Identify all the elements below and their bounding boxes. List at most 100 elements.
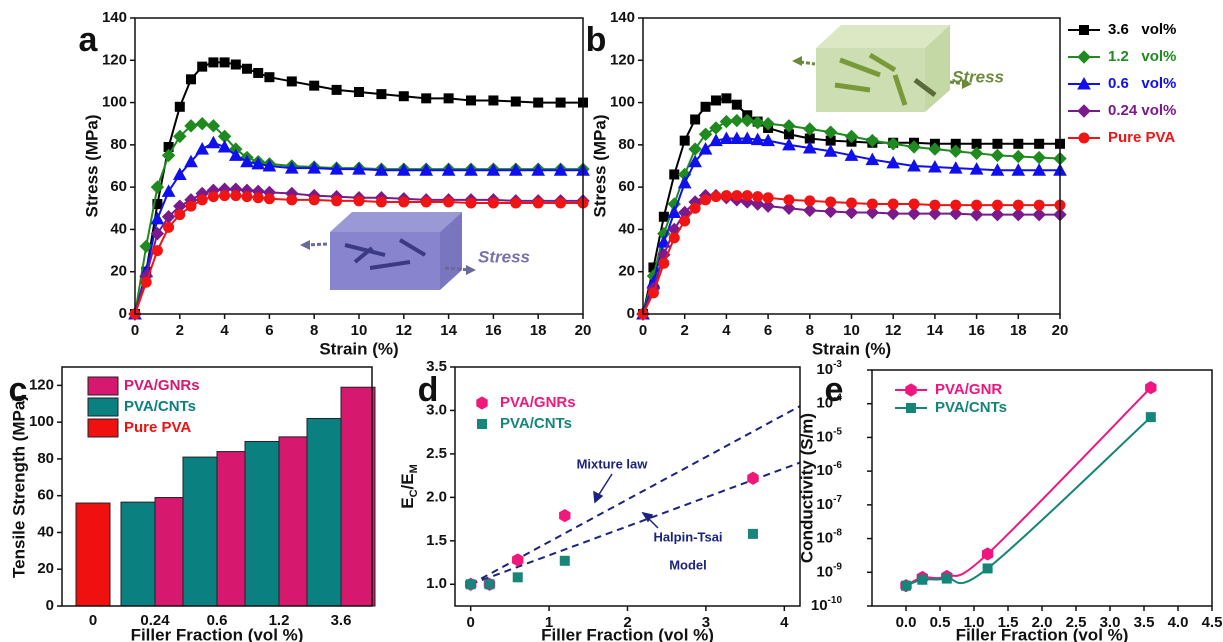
fit-line	[470, 405, 801, 586]
marker	[949, 206, 963, 221]
marker	[186, 74, 196, 85]
legend-label: 3.6 vol%	[1108, 21, 1176, 38]
marker	[907, 140, 921, 154]
marker	[719, 131, 734, 145]
x-tick-label: 2	[681, 322, 689, 339]
marker	[195, 117, 209, 131]
marker	[151, 245, 163, 257]
marker	[352, 162, 366, 175]
x-axis-title: Filler Fraction (vol %)	[131, 625, 304, 642]
marker	[941, 573, 952, 584]
marker	[308, 194, 320, 206]
marker	[195, 142, 210, 155]
marker	[219, 190, 231, 202]
x-tick-label: 16	[485, 322, 502, 339]
x-tick-label: 2.5	[1066, 614, 1087, 631]
marker	[698, 127, 713, 141]
marker	[253, 67, 264, 78]
x-tick-label: 16	[968, 322, 985, 339]
marker	[700, 194, 712, 206]
marker	[689, 202, 701, 214]
y-tick-label: 10-5	[816, 426, 842, 445]
y-tick-base: 10	[816, 462, 833, 479]
y-tick-base: 10	[816, 563, 833, 580]
marker	[729, 131, 744, 145]
panel-label: c	[9, 371, 28, 409]
x-tick-label: 4	[780, 614, 789, 631]
inset-label: Stress	[478, 247, 530, 266]
marker	[184, 119, 198, 133]
y-tick-base: 10	[816, 361, 833, 378]
y-axis-title: Conductivity (S/m)	[797, 413, 816, 563]
y-tick-label: 10-6	[816, 460, 842, 479]
y-tick-label: 120	[610, 51, 635, 68]
marker	[533, 97, 544, 108]
marker	[329, 162, 344, 175]
marker	[761, 133, 775, 147]
marker	[241, 191, 253, 203]
y-tick-label: 100	[102, 94, 127, 111]
plot-frame	[642, 17, 1061, 315]
marker	[992, 138, 1003, 149]
marker	[512, 553, 524, 567]
marker	[782, 119, 796, 133]
marker	[140, 276, 152, 288]
marker	[309, 80, 320, 91]
marker	[948, 161, 963, 174]
legend-label: 0.6 vol%	[1108, 75, 1176, 92]
x-tick-label: 0	[89, 612, 97, 629]
marker	[803, 122, 817, 136]
x-tick-label: 14	[927, 322, 944, 339]
marker	[286, 194, 298, 206]
y-axis-title: Stress (MPa)	[82, 115, 101, 218]
marker	[208, 57, 219, 68]
y-tick-label: 10-10	[811, 595, 843, 614]
bar	[340, 386, 376, 607]
bar	[306, 417, 342, 607]
marker	[1011, 149, 1026, 164]
marker	[230, 190, 242, 202]
marker	[262, 158, 277, 172]
marker	[1077, 76, 1091, 90]
x-axis-title: Filler Fraction (vol %)	[956, 625, 1129, 642]
x-tick-label: 6	[764, 322, 772, 339]
y-tick-base: 10	[811, 597, 828, 614]
marker	[969, 207, 984, 222]
y-tick-label: 0	[119, 305, 127, 322]
marker	[667, 205, 682, 219]
y-tick-label: 2.5	[426, 445, 447, 462]
marker	[866, 198, 878, 210]
marker	[928, 206, 942, 221]
marker	[1079, 25, 1089, 35]
x-tick-label: 18	[530, 322, 547, 339]
x-tick-label: 10	[351, 322, 368, 339]
y-tick-exponent: -3	[833, 359, 842, 370]
marker	[150, 226, 165, 241]
marker	[559, 555, 570, 566]
y-tick-label: 60	[37, 487, 54, 504]
marker	[531, 163, 546, 176]
marker	[487, 197, 499, 209]
y-tick-label: 100	[29, 413, 54, 430]
marker	[731, 190, 743, 202]
legend-label: 0.24 vol%	[1108, 102, 1176, 119]
legend-label: PVA/GNRs	[500, 394, 576, 411]
y-tick-label: 20	[110, 263, 127, 280]
marker	[740, 113, 754, 128]
marker	[184, 154, 198, 168]
y-tick-label: 0	[627, 305, 635, 322]
x-tick-label: 20	[575, 322, 592, 339]
marker	[928, 160, 942, 173]
marker	[228, 148, 243, 161]
marker	[161, 148, 176, 163]
x-tick-label: 0	[467, 614, 475, 631]
marker	[658, 257, 670, 269]
y-tick-label: 80	[37, 450, 54, 467]
marker	[466, 95, 476, 106]
marker	[1032, 207, 1046, 222]
marker	[242, 63, 252, 74]
x-tick-label: 2	[623, 614, 631, 631]
x-tick-label: 4.0	[1168, 614, 1189, 631]
y-tick-label: 10-4	[816, 392, 842, 411]
marker	[398, 91, 409, 102]
